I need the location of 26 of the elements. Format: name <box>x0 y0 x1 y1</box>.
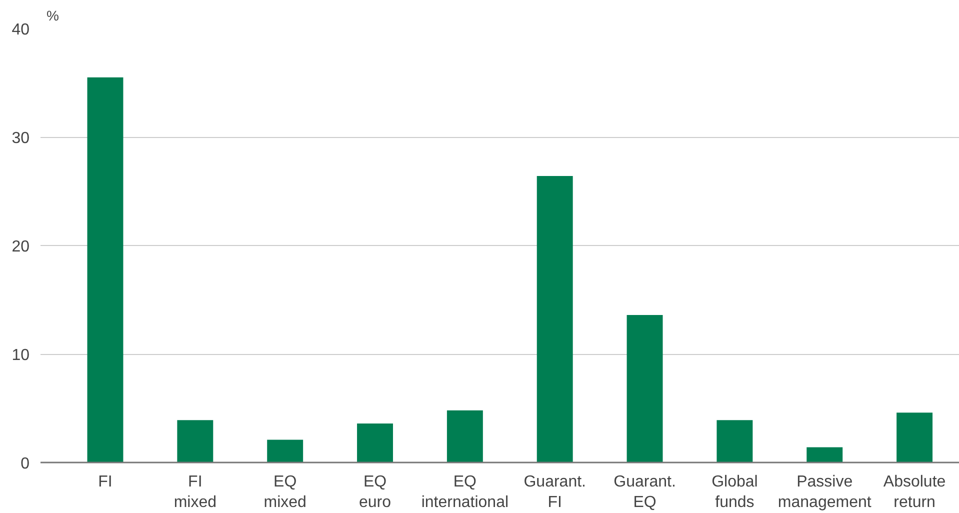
x-tick-label: EQ international <box>421 474 509 511</box>
bar <box>267 440 304 462</box>
x-tick-label: FI <box>98 474 112 490</box>
x-tick-label: Passive management <box>778 474 872 511</box>
x-tick-label: EQ mixed <box>264 474 306 511</box>
bar <box>177 420 214 462</box>
y-tick-label: 40 <box>12 22 30 38</box>
x-tick-label: Global funds <box>712 474 758 511</box>
y-tick-label: 20 <box>12 238 30 256</box>
bar <box>446 410 483 462</box>
y-tick-label: 0 <box>20 456 30 472</box>
x-tick-label: Guarant. EQ <box>614 474 676 511</box>
bar <box>806 447 843 462</box>
x-tick-label: Absolute return <box>883 474 946 511</box>
x-tick-label: Guarant. FI <box>524 474 586 511</box>
x-tick-label: FI mixed <box>174 474 217 511</box>
bar <box>87 77 124 462</box>
bar <box>357 423 393 462</box>
bar <box>536 176 573 462</box>
bar <box>626 314 663 462</box>
y-tick-label: 10 <box>12 347 30 364</box>
y-axis-title: % <box>46 8 59 24</box>
bar <box>716 420 753 462</box>
x-tick-label: EQ euro <box>358 474 392 511</box>
bar <box>896 412 933 462</box>
y-tick-label: 30 <box>12 130 30 147</box>
